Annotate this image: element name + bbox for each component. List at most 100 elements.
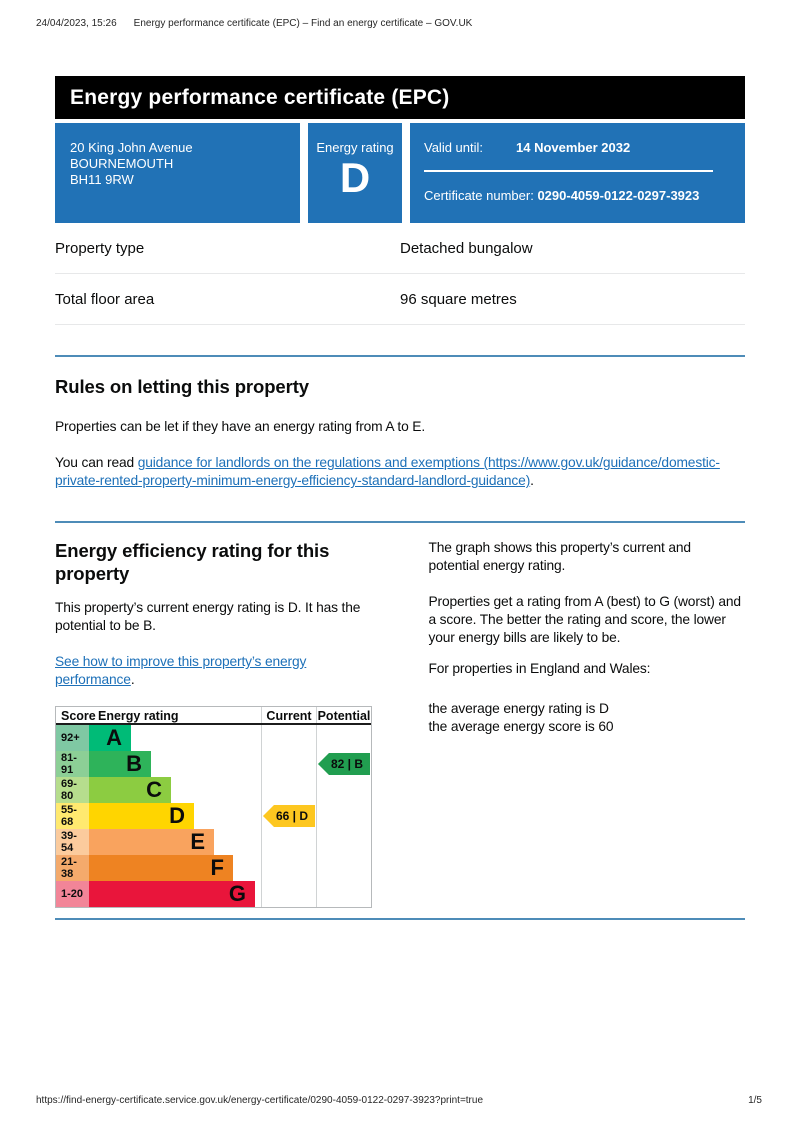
- improve-link-suffix: .: [130, 672, 135, 687]
- epc-band-row-a: 92+ A: [56, 725, 371, 751]
- epc-band-row-f: 21-38 F: [56, 855, 371, 881]
- score-column-header: Score: [61, 709, 96, 723]
- address-line-3: BH11 9RW: [70, 172, 134, 187]
- current-column-header: Current: [261, 707, 316, 723]
- section-divider: [55, 355, 745, 357]
- energy-rating-label: Energy rating: [316, 140, 394, 155]
- address-line-2: BOURNEMOUTH: [70, 156, 174, 171]
- rating-summary-paragraph: This property’s current energy rating is…: [55, 600, 361, 633]
- band-score-c: 69-80: [56, 777, 89, 803]
- epc-chart-header: Score Energy rating Current Potential: [56, 707, 371, 725]
- rating-section: Energy efficiency rating for this proper…: [55, 523, 745, 908]
- energy-rating-panel: Energy rating D: [308, 123, 402, 223]
- footer-page-number: 1/5: [748, 1095, 762, 1106]
- band-bar-track-c: C: [89, 777, 261, 803]
- current-cell-e: [261, 829, 316, 855]
- certificate-number-row: Certificate number: 0290-4059-0122-0297-…: [424, 188, 713, 203]
- epc-band-row-b: 81-91 B 82 | B: [56, 751, 371, 777]
- property-address-panel: 20 King John Avenue BOURNEMOUTH BH11 9RW: [55, 123, 300, 223]
- band-bar-e: E: [89, 829, 214, 855]
- epc-band-row-g: 1-20 G: [56, 881, 371, 907]
- landlord-guidance-link[interactable]: guidance for landlords on the regulation…: [55, 455, 720, 488]
- print-footer: https://find-energy-certificate.service.…: [36, 1095, 762, 1106]
- summary-table: Property type Detached bungalow Total fl…: [55, 223, 745, 325]
- current-rating-arrow: 66 | D: [262, 805, 316, 827]
- graph-description-paragraph: The graph shows this property’s current …: [428, 540, 691, 573]
- potential-cell-d: [316, 803, 371, 829]
- valid-until-value: 14 November 2032: [516, 140, 631, 155]
- current-cell-c: [261, 777, 316, 803]
- section-divider: [55, 918, 745, 920]
- energy-rating-column-header: Energy rating: [98, 709, 179, 723]
- band-bar-track-b: B: [89, 751, 261, 777]
- band-score-b: 81-91: [56, 751, 89, 777]
- address-line-1: 20 King John Avenue: [70, 140, 193, 155]
- certificate-number-value: 0290-4059-0122-0297-3923: [537, 188, 700, 203]
- band-bar-track-a: A: [89, 725, 261, 751]
- average-score-line: the average energy score is 60: [428, 719, 614, 734]
- floor-area-value: 96 square metres: [400, 291, 517, 308]
- epc-banner-title: Energy performance certificate (EPC): [55, 76, 745, 119]
- band-bar-c: C: [89, 777, 171, 803]
- potential-cell-g: [316, 881, 371, 907]
- epc-band-row-d: 55-68 D 66 | D: [56, 803, 371, 829]
- section-divider: [55, 521, 745, 523]
- floor-area-label: Total floor area: [55, 291, 155, 308]
- potential-rating-arrow: 82 | B: [317, 753, 371, 775]
- property-type-label: Property type: [55, 240, 145, 257]
- rating-heading: Energy efficiency rating for this proper…: [55, 540, 330, 584]
- rules-section: Rules on letting this property Propertie…: [55, 375, 745, 490]
- property-type-row: Property type Detached bungalow: [55, 223, 745, 274]
- england-wales-paragraph: For properties in England and Wales:: [428, 661, 651, 676]
- validity-divider: [424, 170, 713, 172]
- rating-section-right: The graph shows this property’s current …: [428, 523, 745, 908]
- improve-paragraph: See how to improve this property’s energ…: [55, 653, 383, 689]
- rules-guidance-paragraph: You can read guidance for landlords on t…: [55, 454, 745, 490]
- epc-band-row-c: 69-80 C: [56, 777, 371, 803]
- current-cell-f: [261, 855, 316, 881]
- potential-column-header: Potential: [316, 707, 371, 723]
- current-cell-d: 66 | D: [261, 803, 316, 829]
- current-cell-a: [261, 725, 316, 751]
- band-bar-a: A: [89, 725, 131, 751]
- footer-url: https://find-energy-certificate.service.…: [36, 1095, 484, 1106]
- epc-band-row-e: 39-54 E: [56, 829, 371, 855]
- rules-paragraph: Properties can be let if they have an en…: [55, 419, 426, 434]
- potential-cell-e: [316, 829, 371, 855]
- band-bar-d: D: [89, 803, 194, 829]
- band-bar-track-e: E: [89, 829, 261, 855]
- certificate-page: Energy performance certificate (EPC) 20 …: [55, 76, 745, 920]
- band-bar-track-g: G: [89, 881, 261, 907]
- potential-cell-f: [316, 855, 371, 881]
- band-bar-b: B: [89, 751, 151, 777]
- rules-heading: Rules on letting this property: [55, 376, 309, 397]
- valid-until-row: Valid until: 14 November 2032: [424, 140, 713, 155]
- potential-cell-b: 82 | B: [316, 751, 371, 777]
- current-cell-b: [261, 751, 316, 777]
- band-bar-g: G: [89, 881, 255, 907]
- band-score-f: 21-38: [56, 855, 89, 881]
- band-bar-track-d: D: [89, 803, 261, 829]
- energy-rating-value: D: [339, 154, 371, 201]
- band-score-g: 1-20: [56, 881, 89, 907]
- potential-cell-a: [316, 725, 371, 751]
- average-rating-line: the average energy rating is D: [428, 701, 609, 716]
- valid-until-label: Valid until:: [424, 140, 484, 155]
- epc-rating-chart: Score Energy rating Current Potential 92…: [55, 706, 372, 908]
- rules-guidance-suffix: .: [530, 473, 534, 488]
- floor-area-row: Total floor area 96 square metres: [55, 274, 745, 325]
- band-bar-track-f: F: [89, 855, 261, 881]
- potential-cell-c: [316, 777, 371, 803]
- property-type-value: Detached bungalow: [400, 240, 533, 257]
- band-score-d: 55-68: [56, 803, 89, 829]
- print-page-title: Energy performance certificate (EPC) – F…: [133, 18, 473, 29]
- rules-guidance-prefix: You can read: [55, 455, 138, 470]
- rating-section-left: Energy efficiency rating for this proper…: [55, 523, 383, 908]
- band-bar-f: F: [89, 855, 233, 881]
- certificate-summary: 20 King John Avenue BOURNEMOUTH BH11 9RW…: [55, 123, 745, 223]
- certificate-number-label: Certificate number:: [424, 188, 534, 203]
- improve-performance-link[interactable]: See how to improve this property’s energ…: [55, 654, 307, 687]
- rating-scale-paragraph: Properties get a rating from A (best) to…: [428, 594, 741, 645]
- current-cell-g: [261, 881, 316, 907]
- band-score-e: 39-54: [56, 829, 89, 855]
